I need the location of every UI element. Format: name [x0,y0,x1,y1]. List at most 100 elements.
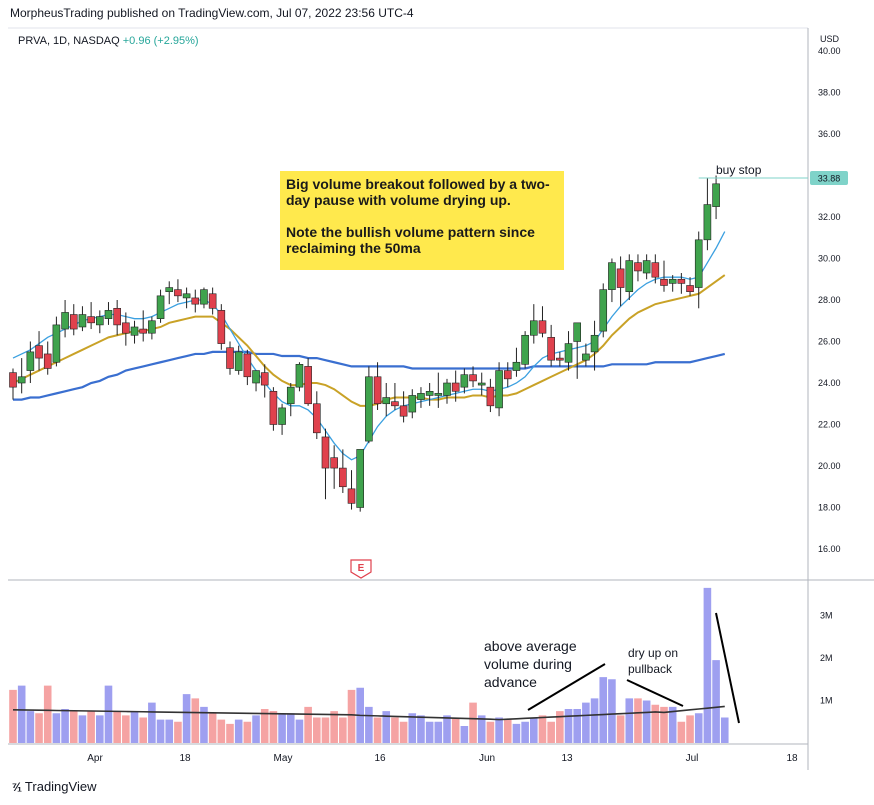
volume-bar [668,706,677,743]
candle-body [286,386,295,405]
candle-body [703,204,712,241]
volume-tick-label: 2M [820,653,833,663]
volume-bar [616,715,625,743]
volume-bar [538,715,547,743]
candle-body [35,345,43,359]
volume-bar [269,711,278,743]
price-tick-label: 38.00 [818,88,841,98]
candle-body [495,370,503,409]
volume-bar [712,660,720,743]
volume-bar [96,715,104,743]
volume-bar [451,717,460,743]
candle-body [304,366,312,405]
candle-body [182,293,191,299]
volume-bar [642,700,651,743]
volume-bar [503,719,512,743]
candle-body [113,307,121,326]
publish-header: MorpheusTrading published on TradingView… [10,6,414,20]
candle-body [87,316,95,324]
volume-bar [495,717,503,743]
price-tick-label: 22.00 [818,420,841,430]
volume-bar [69,711,78,743]
candle-body [122,322,130,334]
candle-body [252,370,260,384]
volume-bar [182,694,191,743]
candle-body [590,334,599,353]
volume-bar [556,711,564,743]
volume-bar [477,715,486,743]
candle-body [625,260,634,293]
volume-bar [382,711,391,743]
volume-bar [304,706,312,743]
advance-arrow-line [527,663,606,711]
price-tick-label: 30.00 [818,254,841,264]
candle-body [556,357,564,361]
volume-bar [17,685,26,743]
price-tick-label: 18.00 [818,503,841,513]
volume-bar [694,713,703,743]
candle-body [399,405,408,417]
volume-ma-line [12,705,725,721]
candle-body [165,287,174,292]
candle-body [61,312,69,330]
volume-bar [148,702,156,743]
volume-bar [78,715,87,743]
candle-body [686,285,694,293]
earnings-marker-icon [350,559,372,579]
candle-body [9,372,17,388]
time-tick-label: 18 [179,753,191,764]
volume-bar [313,717,321,743]
candle-body [278,407,286,425]
volume-bar [130,711,139,743]
volume-bar [399,721,408,743]
candle-body [660,278,668,286]
volume-bar [286,713,295,743]
candle-body [712,183,720,207]
price-tick-label: 24.00 [818,378,841,388]
price-badge [810,170,848,185]
candle-body [616,268,625,288]
candle-body [469,374,477,382]
candle-body [382,397,391,405]
candle-body [460,374,469,388]
buy-stop-label: buy stop [716,163,762,177]
volume-bar [599,677,608,743]
volume-bar [582,702,590,743]
volume-bar [226,723,234,743]
price-tick-label: 16.00 [818,544,841,554]
volume-bar [651,704,660,743]
volume-bar [625,698,634,743]
volume-bar [234,719,243,743]
time-tick-label: May [274,753,293,764]
candle-body [208,293,217,309]
symbol-legend: PRVA, 1D, NASDAQ +0.96 (+2.95%) [18,35,199,47]
candle-body [634,262,642,272]
candle-body [43,353,52,369]
volume-tick-label: 3M [820,611,833,621]
candle-body [582,353,590,361]
candle-body [130,326,139,336]
footer-brand[interactable]: ⁷⁄₁ TradingView [12,779,96,794]
dryup-label: dry up on pullback [628,646,679,676]
volume-bar [217,719,226,743]
time-tick-label: 13 [561,753,573,764]
volume-bar [52,713,61,743]
candle-body [443,382,451,396]
volume-bar [434,721,443,743]
candle-body [200,289,208,305]
volume-bar [9,689,17,743]
volume-bar [547,721,555,743]
volume-bar [660,706,668,743]
candle-body [425,390,434,396]
volume-tick-label: 1M [820,696,833,706]
volume-bar [677,721,686,743]
note-line-1: Big volume breakout followed by a two-da… [286,176,550,208]
candle-body [599,289,608,332]
volume-bar [122,715,130,743]
volume-bar [43,685,52,743]
candle-body [148,320,156,334]
volume-bar [425,721,434,743]
time-tick-label: 16 [374,753,386,764]
price-tick-label: 40.00 [818,46,841,56]
